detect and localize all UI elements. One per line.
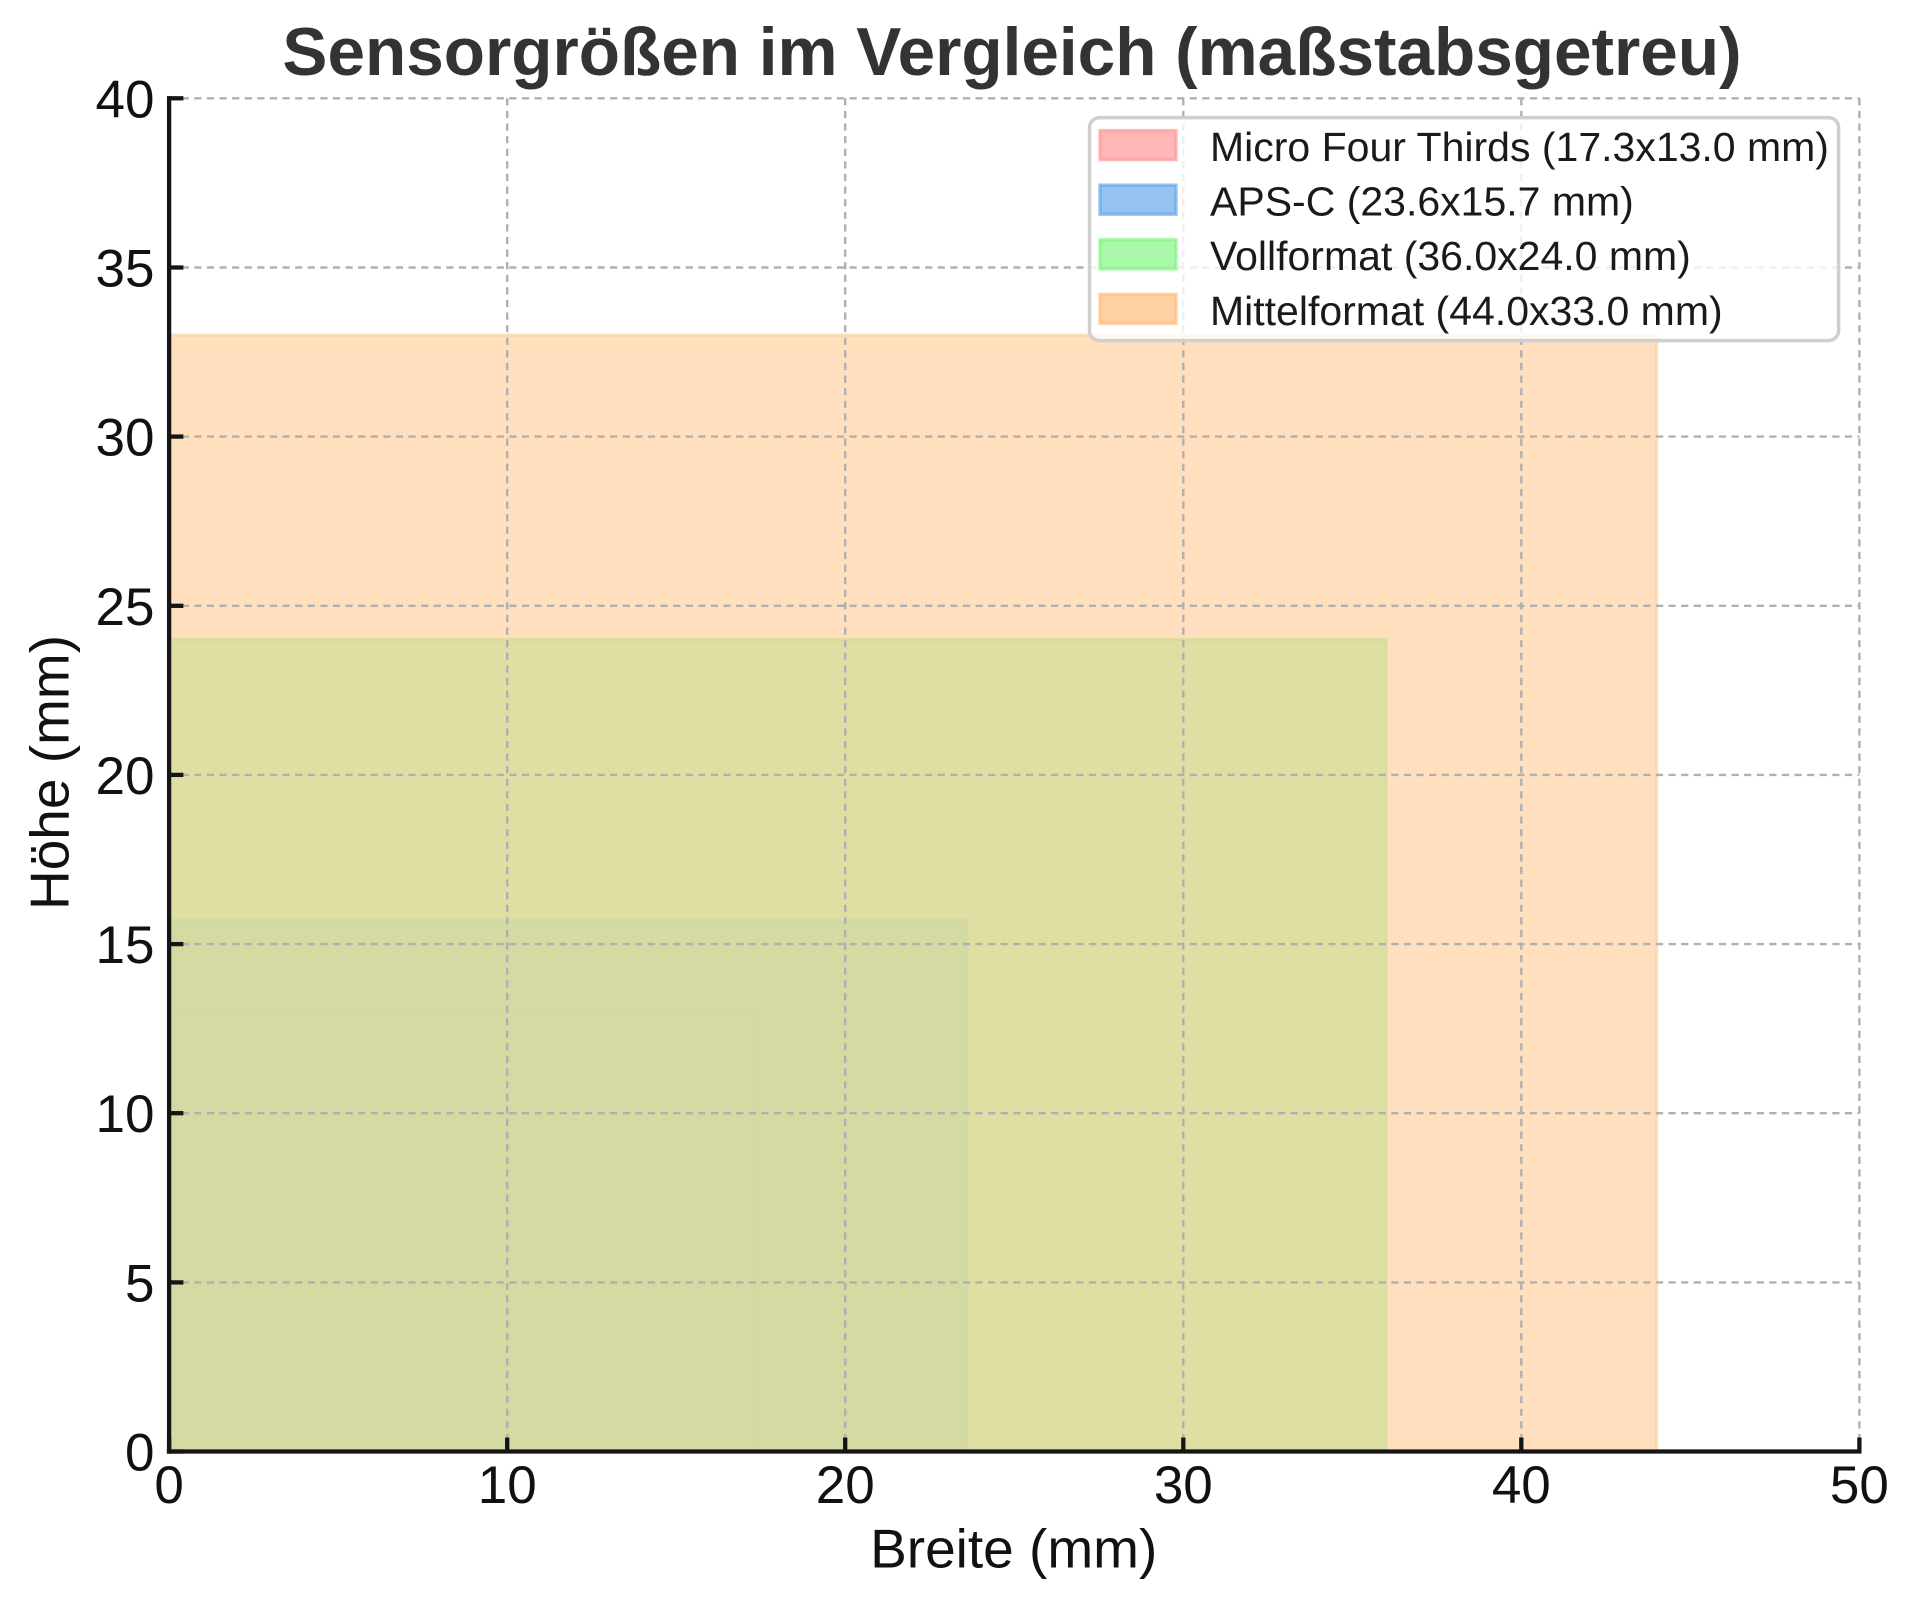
svg-text:30: 30 (1154, 1456, 1213, 1515)
svg-text:Mittelformat (44.0x33.0 mm): Mittelformat (44.0x33.0 mm) (1210, 288, 1723, 334)
svg-text:0: 0 (125, 1424, 154, 1483)
svg-text:40: 40 (96, 70, 155, 129)
svg-text:Höhe (mm): Höhe (mm) (19, 635, 81, 910)
svg-text:10: 10 (478, 1456, 537, 1515)
svg-text:APS-C (23.6x15.7 mm): APS-C (23.6x15.7 mm) (1210, 179, 1634, 225)
svg-text:40: 40 (1492, 1456, 1551, 1515)
svg-text:50: 50 (1830, 1456, 1889, 1515)
svg-text:Breite (mm): Breite (mm) (870, 1518, 1157, 1580)
svg-text:Micro Four Thirds (17.3x13.0 m: Micro Four Thirds (17.3x13.0 mm) (1210, 124, 1829, 170)
svg-text:30: 30 (96, 409, 155, 468)
svg-text:5: 5 (125, 1254, 154, 1313)
svg-text:0: 0 (154, 1456, 183, 1515)
svg-text:Vollformat (36.0x24.0 mm): Vollformat (36.0x24.0 mm) (1210, 233, 1691, 279)
svg-text:25: 25 (96, 578, 155, 637)
svg-text:35: 35 (96, 240, 155, 299)
svg-text:20: 20 (96, 747, 155, 806)
svg-text:20: 20 (816, 1456, 875, 1515)
svg-text:10: 10 (96, 1085, 155, 1144)
svg-text:15: 15 (96, 916, 155, 975)
svg-text:Sensorgrößen im Vergleich (maß: Sensorgrößen im Vergleich (maßstabsgetre… (282, 15, 1741, 90)
